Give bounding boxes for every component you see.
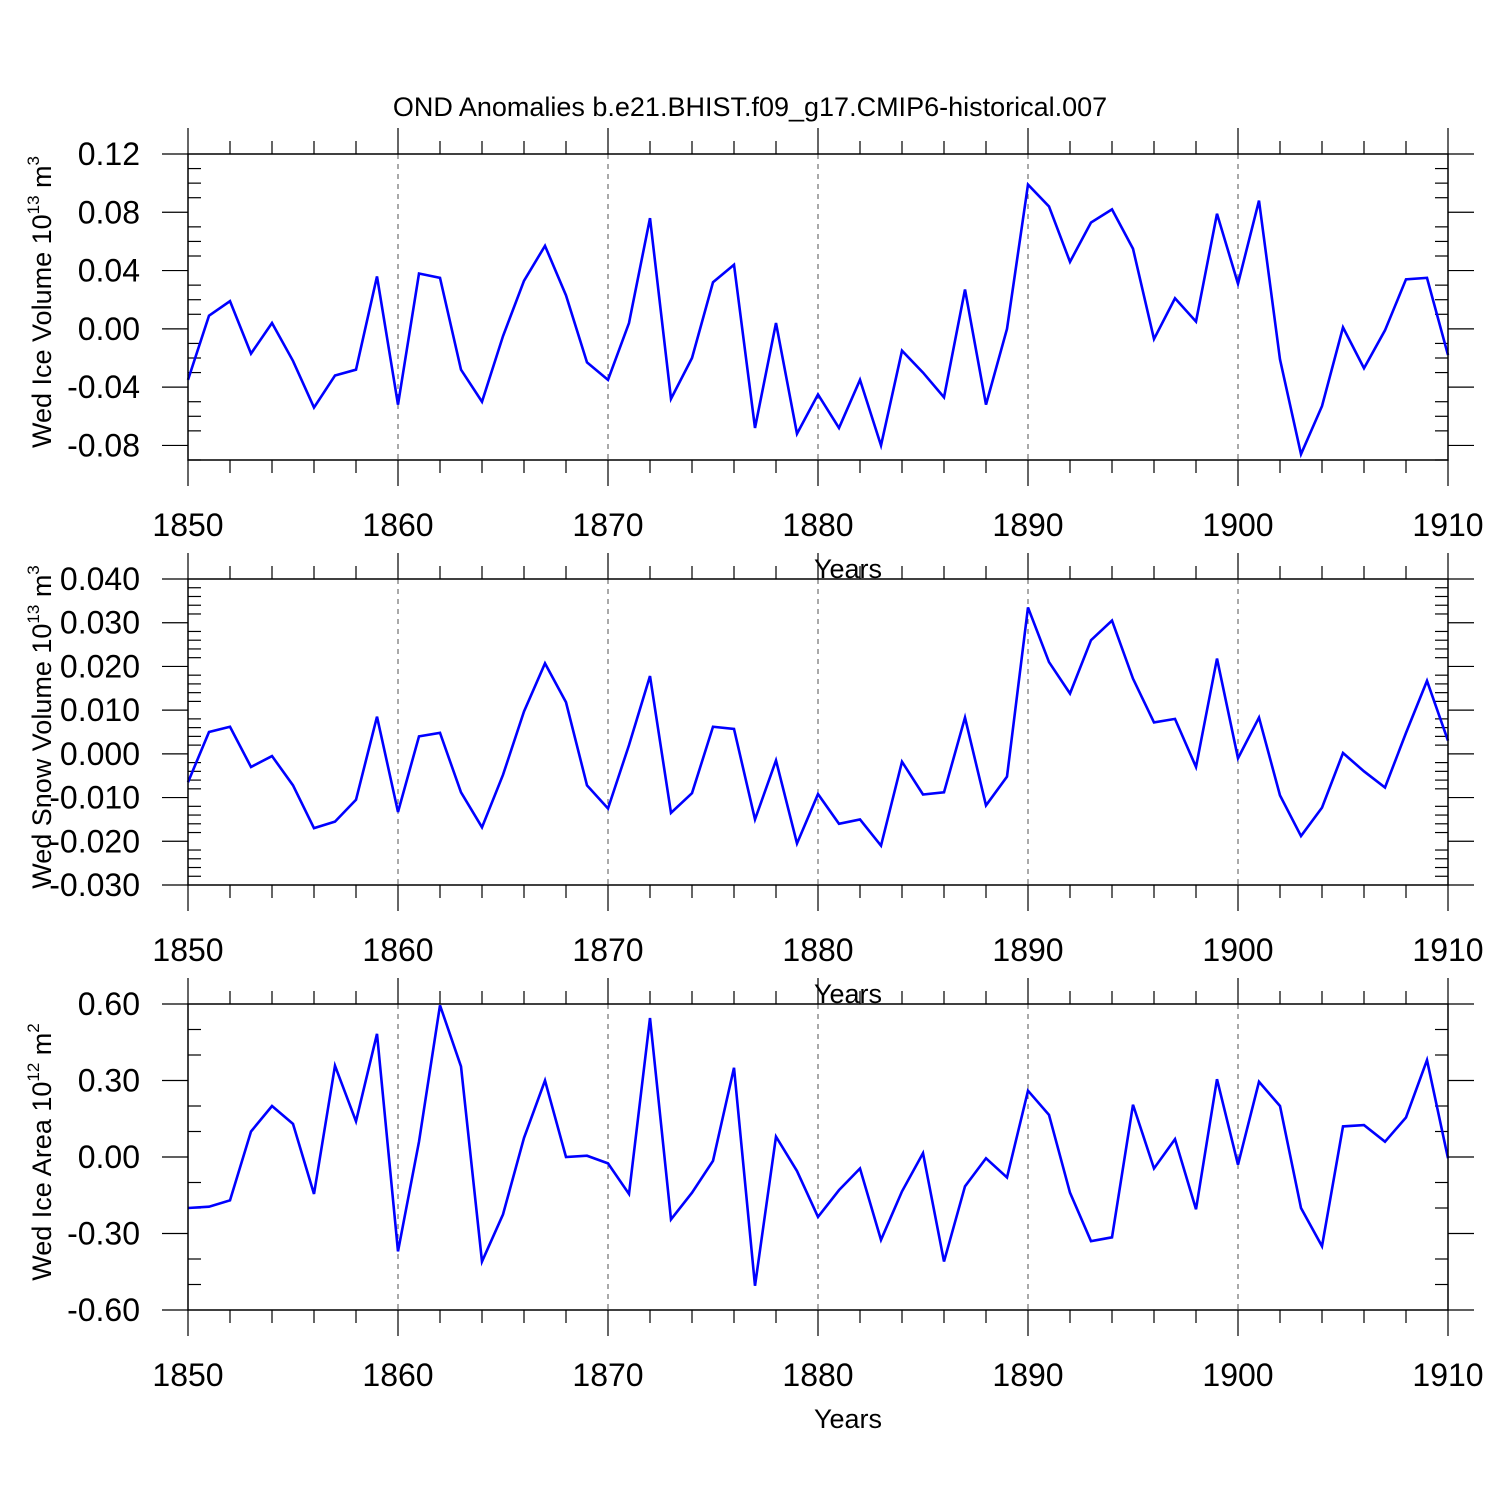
- y-axis-title-text: Wed Snow Volume 10: [27, 624, 57, 889]
- x-tick-label: 1910: [1412, 932, 1483, 968]
- y-axis-title-text: Wed Ice Area 10: [27, 1082, 57, 1281]
- x-tick-label: 1890: [992, 507, 1063, 543]
- x-axis-title: Years: [814, 1404, 882, 1434]
- x-tick-label: 1850: [152, 932, 223, 968]
- y-tick-label: -0.010: [49, 780, 140, 816]
- x-tick-label: 1850: [152, 1357, 223, 1393]
- y-tick-label: 0.60: [78, 986, 140, 1022]
- y-tick-label: -0.020: [49, 823, 140, 859]
- y-tick-label: 0.00: [78, 311, 140, 347]
- y-tick-label: -0.04: [67, 369, 140, 405]
- y-axis-title: Wed Ice Area 1012 m2: [24, 1023, 57, 1281]
- y-axis-title: Wed Ice Volume 1013 m3: [24, 156, 57, 448]
- panel-ice-volume: -0.08 -0.04 0.00 0.04 0.08 0.12 1850 1860 1870 1…: [24, 128, 1484, 584]
- y-axis-title-text: Wed Ice Volume 10: [27, 214, 57, 448]
- y-axis-title-unit-exponent: 3: [24, 156, 43, 165]
- chart-title: OND Anomalies b.e21.BHIST.f09_g17.CMIP6-…: [393, 92, 1107, 122]
- y-tick-label: 0.040: [60, 561, 140, 597]
- y-tick-label: 0.020: [60, 648, 140, 684]
- series-line-snow-volume: [186, 606, 1450, 849]
- x-tick-label: 1850: [152, 507, 223, 543]
- x-tick-label: 1870: [572, 507, 643, 543]
- x-tick-label: 1890: [992, 932, 1063, 968]
- y-tick-label: -0.08: [67, 427, 140, 463]
- y-tick-label: 0.010: [60, 692, 140, 728]
- y-tick-label: 0.12: [78, 136, 140, 172]
- x-tick-label: 1900: [1202, 1357, 1273, 1393]
- plot-frame: [187, 578, 1449, 886]
- x-tick-label: 1880: [782, 507, 853, 543]
- y-tick-label: 0.000: [60, 736, 140, 772]
- y-axis-title: Wed Snow Volume 1013 m3: [24, 565, 57, 889]
- x-tick-label: 1910: [1412, 507, 1483, 543]
- y-tick-label: -0.30: [67, 1216, 140, 1252]
- panel-snow-volume: -0.030 -0.020 -0.010 0.000 0.010 0.020 0.030 0.…: [24, 553, 1484, 1009]
- x-tick-label: 1910: [1412, 1357, 1483, 1393]
- y-tick-label: -0.030: [49, 867, 140, 903]
- y-tick-label: 0.30: [78, 1063, 140, 1099]
- y-tick-label: 0.00: [78, 1139, 140, 1175]
- y-axis-title-unit: m: [27, 575, 57, 605]
- x-tick-label: 1880: [782, 1357, 853, 1393]
- y-tick-label: -0.60: [67, 1292, 140, 1328]
- x-tick-label: 1860: [362, 1357, 433, 1393]
- y-axis-title-unit: m: [27, 1033, 57, 1063]
- plot-frame: [187, 1003, 1449, 1311]
- y-tick-label: 0.08: [78, 194, 140, 230]
- x-tick-label: 1890: [992, 1357, 1063, 1393]
- plot-frame: [187, 153, 1449, 461]
- y-tick-label: 0.04: [78, 253, 140, 289]
- y-axis-title-exponent: 12: [24, 1063, 43, 1082]
- y-axis-title-unit: m: [27, 165, 57, 195]
- x-tick-label: 1860: [362, 932, 433, 968]
- y-axis-title-exponent: 13: [24, 195, 43, 214]
- x-tick-label: 1900: [1202, 507, 1273, 543]
- x-tick-label: 1900: [1202, 932, 1273, 968]
- y-axis-title-unit-exponent: 3: [24, 565, 43, 574]
- y-axis-title-unit-exponent: 2: [24, 1023, 43, 1032]
- series-line-ice-area: [187, 1004, 1450, 1286]
- x-tick-label: 1880: [782, 932, 853, 968]
- panel-ice-area: -0.60 -0.30 0.00 0.30 0.60 1850 1860 1870 1880 1…: [24, 978, 1484, 1434]
- x-tick-label: 1870: [572, 932, 643, 968]
- y-tick-label: 0.030: [60, 605, 140, 641]
- x-tick-label: 1870: [572, 1357, 643, 1393]
- x-tick-label: 1860: [362, 507, 433, 543]
- y-axis-title-exponent: 13: [24, 605, 43, 624]
- series-line-ice-volume: [186, 181, 1450, 459]
